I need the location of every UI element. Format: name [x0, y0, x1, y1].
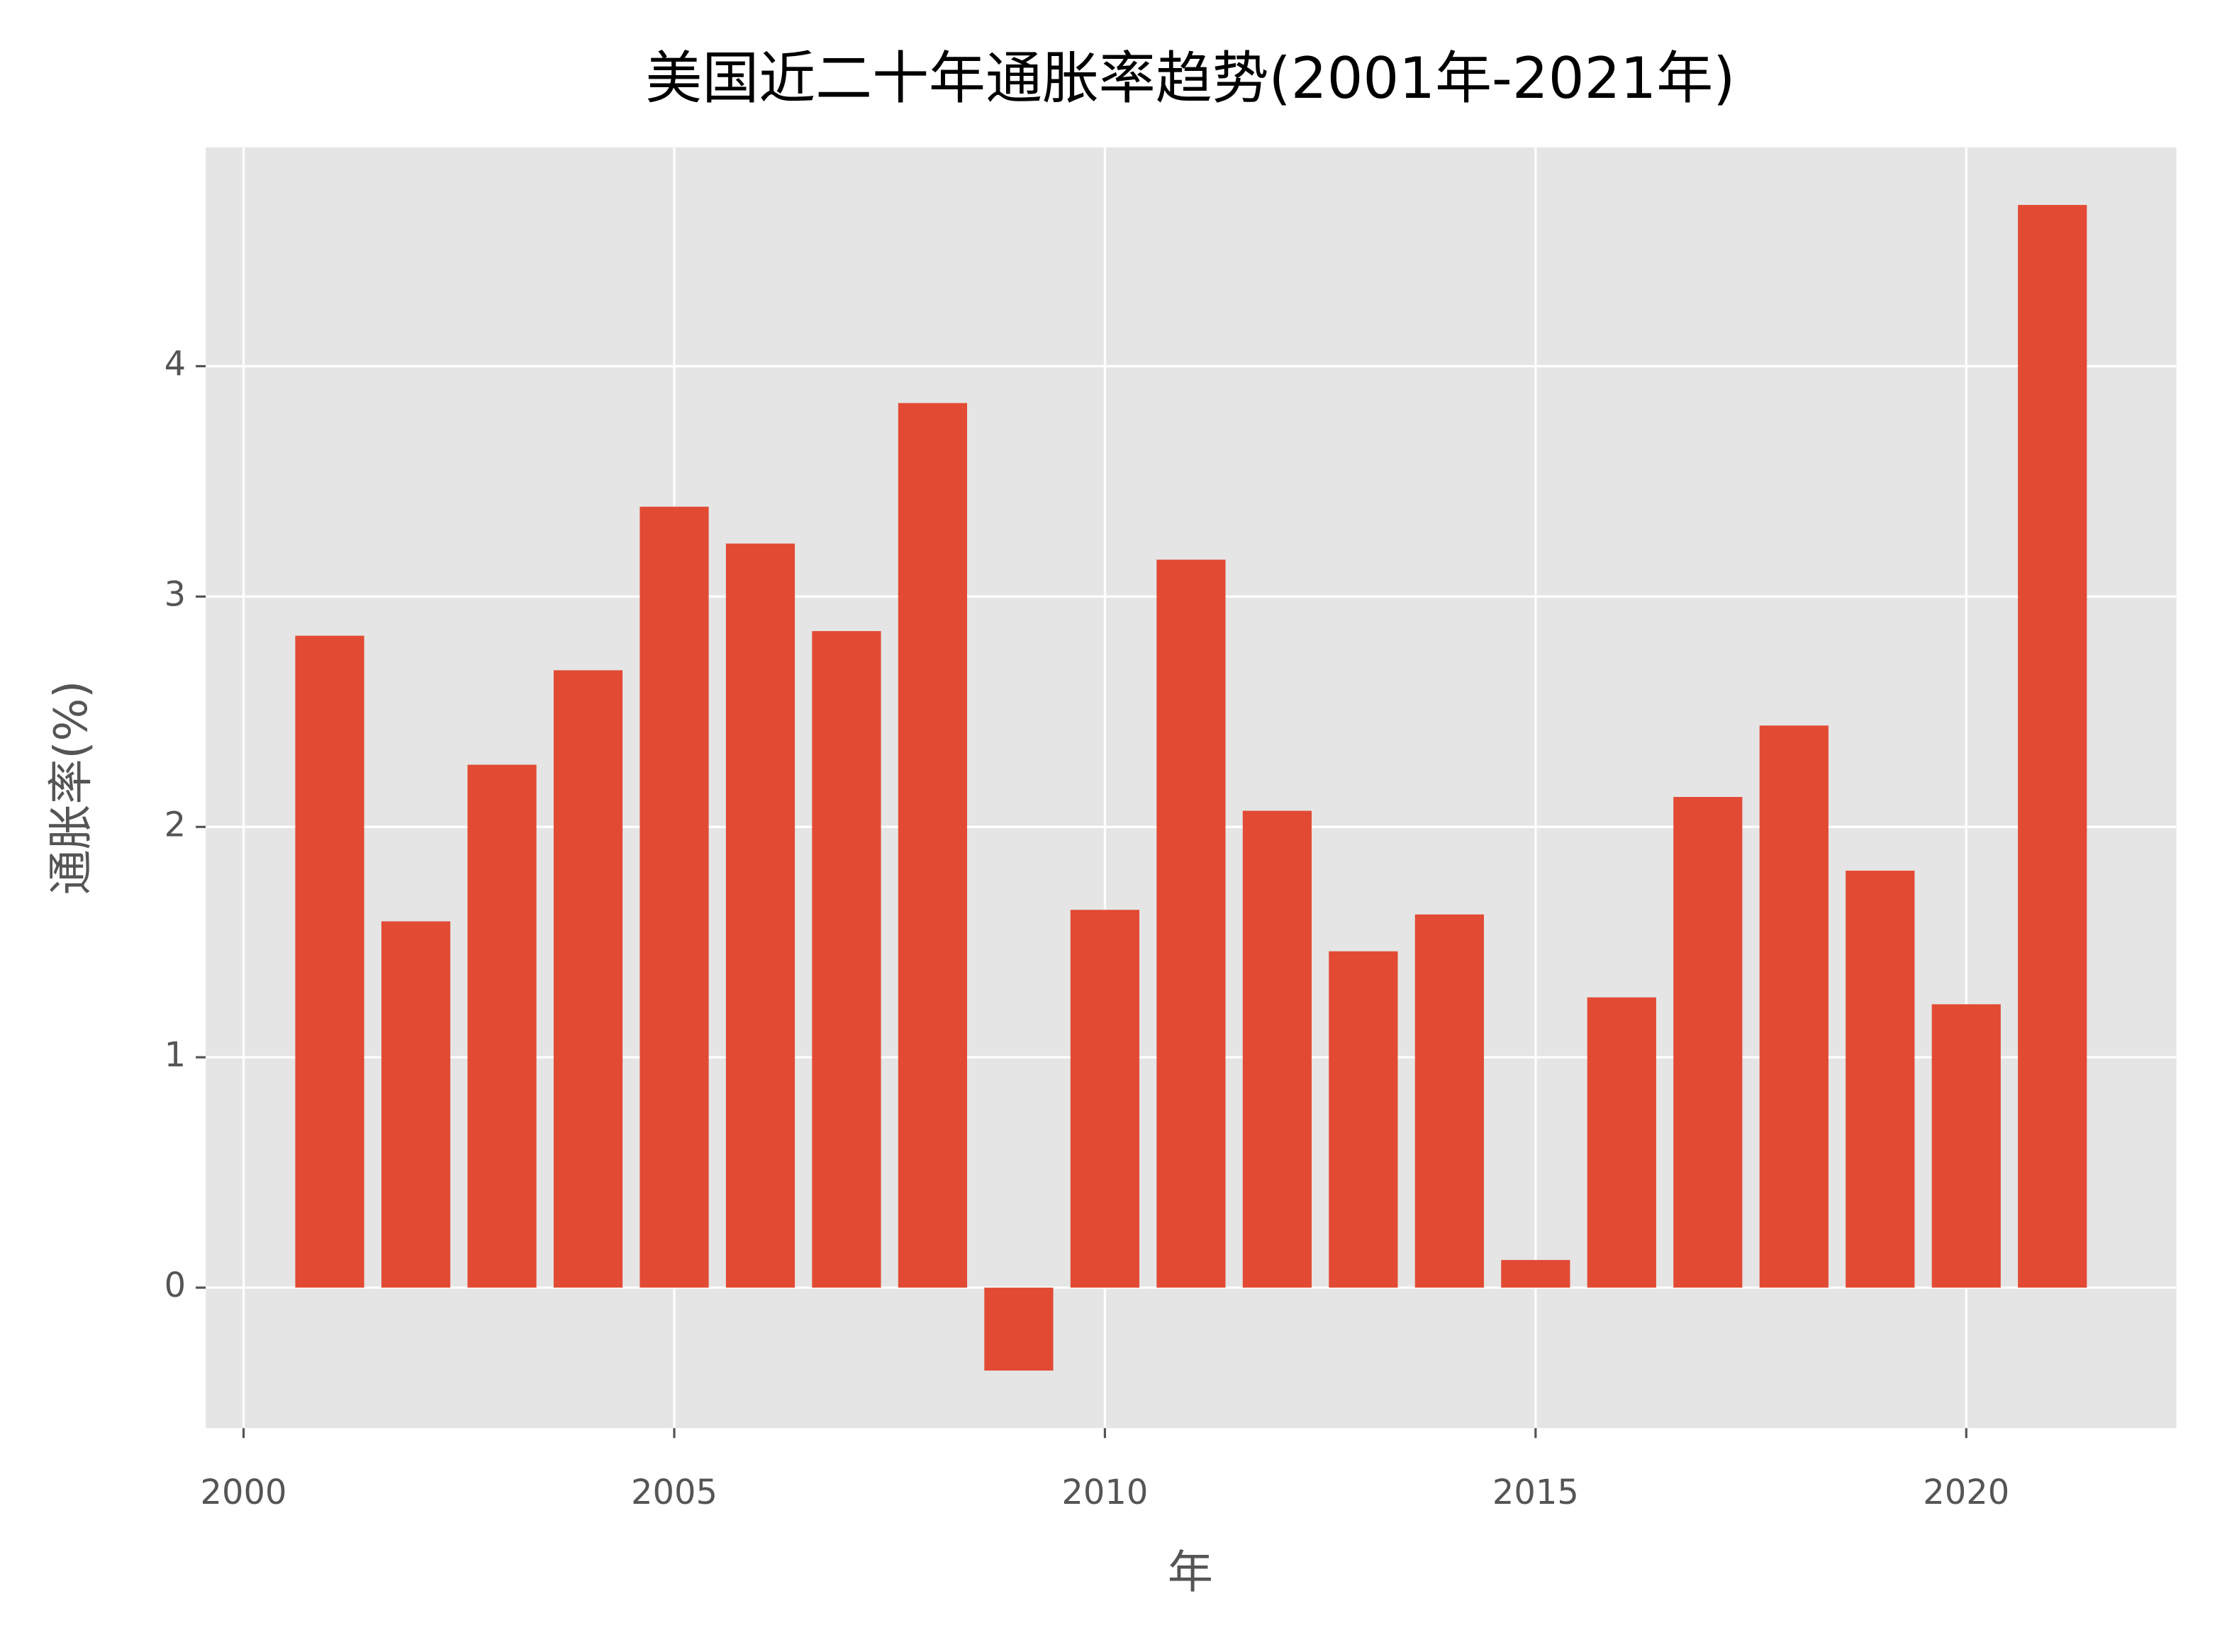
x-tick-label: 2000 [201, 1473, 287, 1512]
bar [1242, 810, 1312, 1288]
bar [640, 506, 709, 1288]
x-tick-label: 2020 [1923, 1473, 2009, 1512]
bar [812, 631, 881, 1288]
bar [1587, 997, 1656, 1288]
bar [1931, 1004, 2001, 1288]
bar [295, 635, 364, 1288]
bar [467, 764, 537, 1288]
bar [1759, 725, 1829, 1288]
x-tick-label: 2005 [631, 1473, 718, 1512]
bar [898, 403, 968, 1288]
y-axis-label: 通胀率(%) [45, 681, 98, 895]
bar [1156, 559, 1226, 1288]
bar [1414, 914, 1484, 1288]
y-tick-label: 4 [164, 344, 186, 384]
bar [1070, 910, 1140, 1288]
chart-title: 美国近二十年通胀率趋势(2001年-2021年) [645, 45, 1735, 111]
bar [1329, 951, 1398, 1288]
bars [295, 205, 2087, 1371]
bar [381, 921, 451, 1288]
y-tick-label: 2 [164, 805, 186, 844]
x-tick-label: 2010 [1061, 1473, 1148, 1512]
bar [725, 543, 795, 1288]
y-tick-label: 1 [164, 1035, 186, 1075]
bar [553, 670, 623, 1288]
x-axis-label: 年 [1168, 1547, 1213, 1600]
bar [1673, 797, 1743, 1288]
bar [1501, 1260, 1570, 1288]
x-tick-label: 2015 [1492, 1473, 1579, 1512]
bar [2018, 205, 2087, 1288]
bar [984, 1288, 1054, 1371]
y-tick-label: 3 [164, 574, 186, 614]
bar [1846, 871, 1915, 1288]
y-tick-label: 0 [164, 1266, 186, 1305]
